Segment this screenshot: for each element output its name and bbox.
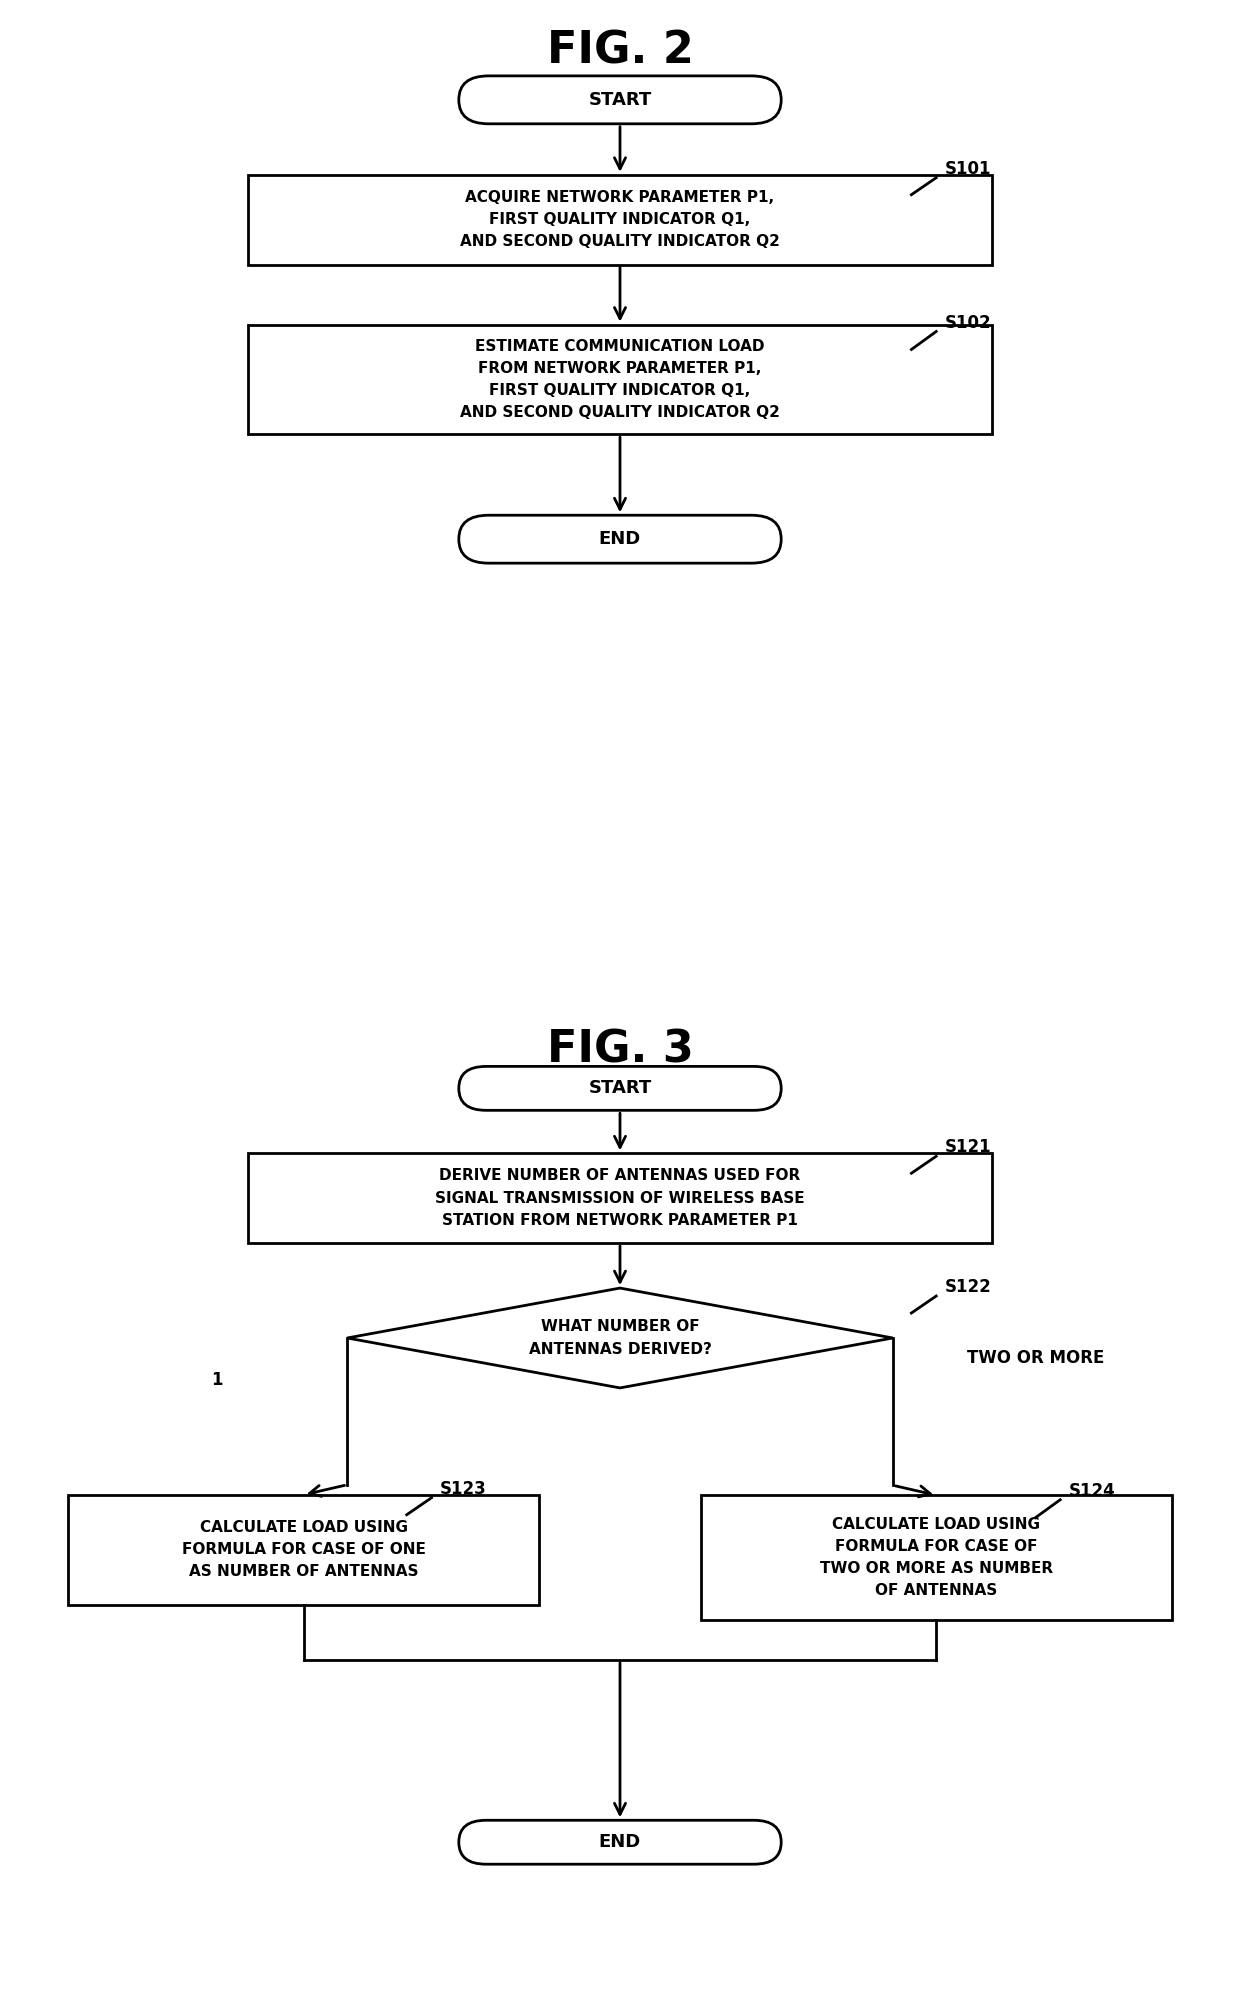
Polygon shape — [347, 1288, 893, 1388]
Text: END: END — [599, 1833, 641, 1851]
Text: S101: S101 — [945, 160, 992, 178]
Bar — [248, 176, 992, 266]
Text: ACQUIRE NETWORK PARAMETER P1,
FIRST QUALITY INDICATOR Q1,
AND SECOND QUALITY IND: ACQUIRE NETWORK PARAMETER P1, FIRST QUAL… — [460, 190, 780, 250]
FancyBboxPatch shape — [459, 76, 781, 124]
Text: S122: S122 — [945, 1278, 992, 1296]
FancyBboxPatch shape — [459, 1821, 781, 1865]
Text: END: END — [599, 529, 641, 549]
Text: START: START — [588, 90, 652, 110]
Text: S124: S124 — [1069, 1482, 1116, 1500]
Text: WHAT NUMBER OF
ANTENNAS DERIVED?: WHAT NUMBER OF ANTENNAS DERIVED? — [528, 1320, 712, 1356]
FancyBboxPatch shape — [459, 1066, 781, 1110]
Text: START: START — [588, 1078, 652, 1098]
Text: S121: S121 — [945, 1138, 992, 1156]
Bar — [68, 1494, 539, 1606]
Text: 1: 1 — [211, 1370, 223, 1390]
Text: S102: S102 — [945, 314, 992, 332]
Text: ESTIMATE COMMUNICATION LOAD
FROM NETWORK PARAMETER P1,
FIRST QUALITY INDICATOR Q: ESTIMATE COMMUNICATION LOAD FROM NETWORK… — [460, 339, 780, 419]
Text: FIG. 3: FIG. 3 — [547, 1028, 693, 1072]
Text: DERIVE NUMBER OF ANTENNAS USED FOR
SIGNAL TRANSMISSION OF WIRELESS BASE
STATION : DERIVE NUMBER OF ANTENNAS USED FOR SIGNA… — [435, 1168, 805, 1228]
Bar — [248, 1154, 992, 1242]
FancyBboxPatch shape — [459, 515, 781, 563]
Text: TWO OR MORE: TWO OR MORE — [967, 1348, 1105, 1368]
Bar — [248, 326, 992, 435]
Text: CALCULATE LOAD USING
FORMULA FOR CASE OF ONE
AS NUMBER OF ANTENNAS: CALCULATE LOAD USING FORMULA FOR CASE OF… — [182, 1520, 425, 1580]
Bar — [701, 1496, 1172, 1620]
Text: FIG. 2: FIG. 2 — [547, 30, 693, 74]
Text: S123: S123 — [440, 1480, 487, 1498]
Text: CALCULATE LOAD USING
FORMULA FOR CASE OF
TWO OR MORE AS NUMBER
OF ANTENNAS: CALCULATE LOAD USING FORMULA FOR CASE OF… — [820, 1518, 1053, 1598]
